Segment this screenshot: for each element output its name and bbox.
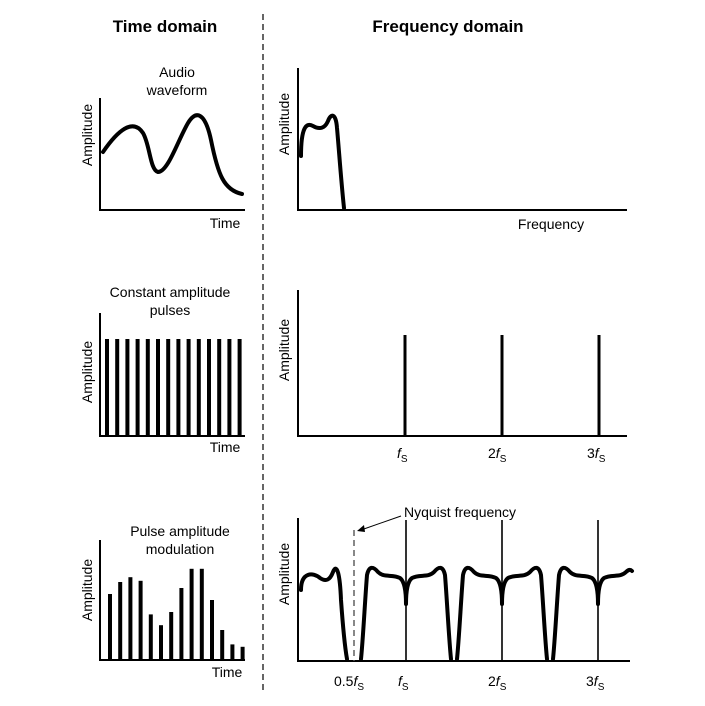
tick-label-3fs: 3fS — [587, 445, 606, 465]
pam-pulse-bars — [108, 568, 245, 660]
spectrum-copy-3fs — [551, 565, 634, 661]
freq-axes — [297, 68, 627, 211]
row-pam: Pulse amplitude modulation Amplitude Tim… — [79, 504, 634, 693]
tick-label-2fs: 2fS — [488, 445, 507, 465]
pam-bar — [210, 600, 214, 660]
time-title-line-2: modulation — [146, 541, 215, 557]
pulse-bar — [227, 339, 232, 436]
pam-bar — [148, 614, 153, 660]
spectrum-copy-baseband — [299, 566, 349, 661]
pulse-bar — [105, 339, 109, 436]
tick-label-3fs: 3fS — [586, 673, 605, 693]
pam-bar — [169, 612, 174, 660]
time-y-label: Amplitude — [79, 104, 95, 166]
pulse-bar — [145, 339, 150, 436]
frequency-domain-header: Frequency domain — [372, 17, 523, 36]
constant-pulse-bars — [105, 339, 242, 436]
pulse-bar — [217, 339, 222, 436]
time-title-line-1: Audio — [159, 64, 195, 80]
time-y-label: Amplitude — [79, 341, 95, 403]
tick-label-fs: fS — [398, 673, 409, 693]
pam-bar — [220, 630, 225, 660]
pulse-bar — [115, 339, 120, 436]
time-title-line-2: pulses — [150, 302, 190, 318]
pulse-bar — [135, 339, 140, 436]
pulse-bar — [176, 339, 181, 436]
pulse-bar — [125, 339, 130, 436]
pulse-bar — [207, 339, 211, 436]
tick-label-fs: fS — [397, 445, 408, 465]
pam-bar — [138, 580, 143, 660]
time-axes — [99, 98, 245, 211]
time-axes — [99, 313, 245, 437]
time-x-label: Time — [212, 664, 243, 680]
time-x-label: Time — [210, 215, 241, 231]
pam-bar — [189, 568, 194, 660]
audio-waveform-curve — [101, 113, 244, 196]
freq-axes — [297, 518, 630, 662]
pam-bar — [159, 625, 163, 660]
pulse-bar — [156, 339, 160, 436]
pam-bar — [199, 568, 204, 660]
pam-bar — [118, 582, 123, 660]
pam-bar — [108, 594, 112, 660]
time-title-line-2: waveform — [146, 82, 208, 98]
time-title-line-1: Constant amplitude — [110, 284, 231, 300]
nyquist-arrowhead — [357, 525, 365, 532]
time-y-label: Amplitude — [79, 559, 95, 621]
nyquist-pointer — [360, 515, 402, 531]
nyquist-label: Nyquist frequency — [404, 504, 516, 520]
row-pulses: Constant amplitude pulses Amplitude Time… — [79, 284, 627, 465]
audio-spectrum-curve — [299, 113, 346, 210]
freq-y-label: Amplitude — [276, 93, 292, 155]
time-axes — [99, 540, 245, 661]
pulse-bar — [237, 339, 242, 436]
time-domain-header: Time domain — [113, 17, 218, 36]
freq-y-label: Amplitude — [276, 319, 292, 381]
pulse-bar — [196, 339, 201, 436]
freq-axes — [297, 290, 627, 437]
freq-x-label: Frequency — [518, 216, 584, 232]
tick-label-0.5fs: 0.5fS — [334, 673, 364, 693]
pulse-bar — [166, 339, 171, 436]
pam-bar — [128, 577, 133, 660]
pam-bar — [240, 646, 245, 660]
row-audio: Audio waveform Amplitude Time Amplitude … — [79, 64, 627, 232]
freq-y-label: Amplitude — [276, 543, 292, 605]
tick-label-2fs: 2fS — [488, 673, 507, 693]
time-title-line-1: Pulse amplitude — [130, 523, 230, 539]
time-x-label: Time — [210, 439, 241, 455]
pulse-bar — [186, 339, 191, 436]
pam-bar — [179, 588, 184, 660]
pam-bar — [230, 644, 235, 660]
